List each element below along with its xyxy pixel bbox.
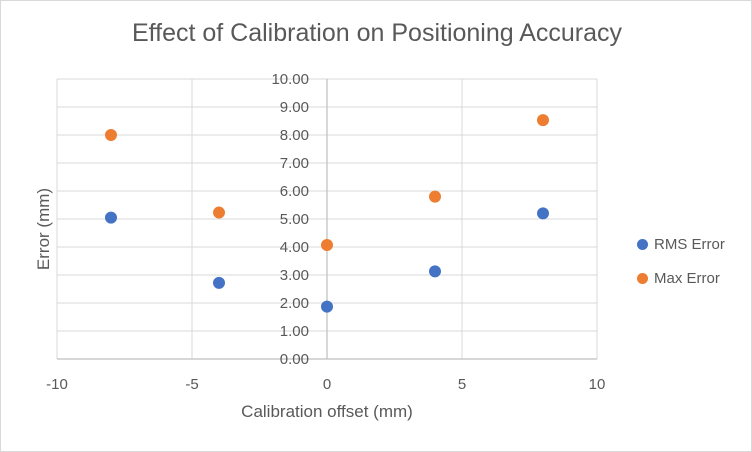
legend-label-rms-error: RMS Error: [654, 235, 725, 253]
x-tick-label: 0: [323, 376, 331, 393]
legend-item-max-error: Max Error: [637, 261, 725, 295]
x-tick-label: -10: [46, 376, 68, 393]
legend-marker-max-error: [637, 272, 648, 284]
y-tick-label: 5.00: [280, 211, 309, 228]
y-tick-label: 6.00: [280, 183, 309, 200]
data-point-rms-error: [105, 211, 117, 224]
data-point-max-error: [429, 190, 441, 203]
data-point-max-error: [105, 129, 117, 141]
y-tick-label: 1.00: [280, 323, 309, 340]
data-point-rms-error: [429, 265, 441, 278]
y-tick-label: 7.00: [280, 155, 309, 172]
legend: RMS Error Max Error: [637, 227, 725, 295]
y-tick-label: 10.00: [271, 71, 309, 88]
x-tick-label: -5: [185, 376, 198, 393]
y-tick-label: 0.00: [280, 351, 309, 368]
data-point-max-error: [321, 239, 333, 252]
legend-label-max-error: Max Error: [654, 269, 720, 287]
y-tick-label: 3.00: [280, 267, 309, 284]
x-axis-title: Calibration offset (mm): [241, 402, 413, 421]
legend-marker-rms-error: [637, 238, 648, 250]
chart-title: Effect of Calibration on Positioning Acc…: [131, 19, 623, 47]
data-point-max-error: [213, 206, 225, 219]
y-tick-label: 9.00: [280, 99, 309, 116]
x-tick-label: 10: [589, 376, 606, 393]
y-tick-label: 4.00: [280, 239, 309, 256]
x-tick-label: 5: [458, 376, 466, 393]
legend-item-rms-error: RMS Error: [637, 227, 725, 261]
data-point-rms-error: [537, 207, 549, 220]
data-point-rms-error: [213, 276, 225, 289]
y-tick-label: 8.00: [280, 127, 309, 144]
data-point-rms-error: [321, 300, 333, 313]
y-tick-label: 2.00: [280, 295, 309, 312]
data-point-max-error: [537, 114, 549, 127]
